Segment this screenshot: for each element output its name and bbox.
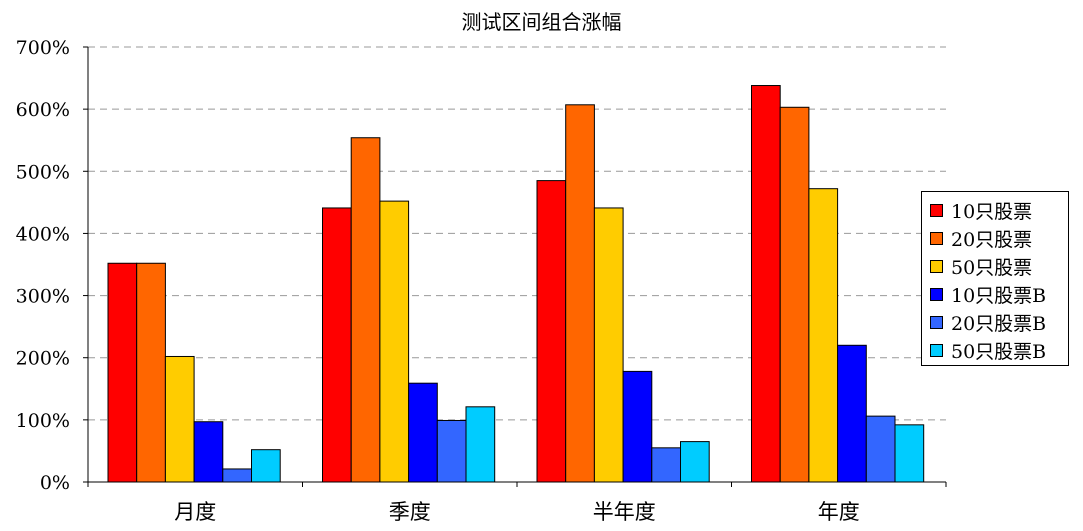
bar (808, 188, 839, 483)
bar (436, 419, 467, 483)
y-tick-label: 600% (16, 99, 70, 121)
legend-item: 20只股票 (930, 224, 1068, 252)
y-tick-label: 0% (40, 472, 70, 494)
bar (322, 207, 352, 483)
bar (136, 262, 166, 483)
bar (379, 200, 410, 483)
bar (408, 382, 438, 483)
y-tick-label: 500% (16, 161, 70, 183)
legend-label: 50只股票 (951, 256, 1033, 279)
legend-label: 10只股票 (951, 200, 1033, 223)
y-tick-label: 300% (16, 286, 70, 308)
legend: 10只股票 20只股票 50只股票 10只股票B 20只股票B 50只股票B (921, 191, 1069, 366)
legend-label: 20只股票 (951, 228, 1033, 251)
bar (107, 262, 138, 483)
bar (164, 355, 195, 483)
bar (536, 180, 567, 483)
bar (779, 106, 810, 483)
bar (751, 85, 781, 483)
bar (837, 344, 867, 483)
x-tick-label: 月度 (174, 500, 216, 524)
y-tick-label: 100% (16, 410, 70, 432)
legend-label: 50只股票B (951, 340, 1047, 363)
legend-item: 10只股票B (930, 280, 1068, 308)
chart-title: 测试区间组合涨幅 (461, 10, 622, 34)
legend-label: 20只股票B (951, 312, 1047, 335)
bar (894, 424, 925, 483)
y-tick-label: 700% (16, 37, 70, 59)
bar (193, 421, 224, 483)
bar (565, 104, 595, 483)
bar (680, 441, 710, 483)
x-tick-label: 半年度 (593, 500, 656, 524)
legend-swatch (930, 203, 943, 217)
legend-swatch (930, 315, 943, 329)
bar (350, 137, 381, 483)
legend-item: 10只股票 (930, 196, 1068, 224)
y-tick-label: 200% (16, 348, 70, 370)
legend-item: 50只股票 (930, 252, 1068, 280)
bar (251, 449, 281, 483)
bar (651, 447, 681, 483)
legend-label: 10只股票B (951, 284, 1047, 307)
legend-swatch (930, 259, 943, 273)
x-tick-label: 年度 (818, 500, 860, 524)
legend-swatch (930, 287, 943, 301)
legend-item: 20只股票B (930, 308, 1068, 336)
x-tick-label: 季度 (389, 500, 431, 524)
bar (222, 468, 253, 483)
y-tick-label: 400% (16, 223, 70, 245)
legend-swatch (930, 343, 943, 357)
bar (465, 406, 496, 483)
legend-item: 50只股票B (930, 336, 1068, 364)
bar (593, 207, 624, 483)
legend-swatch (930, 231, 943, 245)
bar (865, 415, 896, 483)
bar (622, 370, 653, 483)
